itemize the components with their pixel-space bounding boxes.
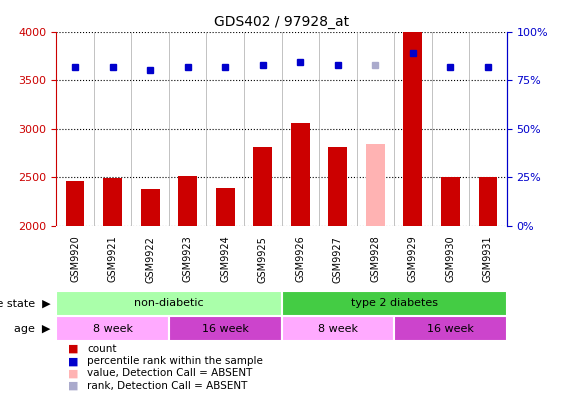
Bar bbox=[282, 291, 507, 316]
Title: GDS402 / 97928_at: GDS402 / 97928_at bbox=[214, 15, 349, 29]
Text: GSM9921: GSM9921 bbox=[108, 236, 118, 282]
Bar bbox=[253, 147, 272, 226]
Bar bbox=[394, 316, 507, 341]
Text: 16 week: 16 week bbox=[427, 324, 474, 333]
Bar bbox=[141, 189, 159, 226]
Bar bbox=[178, 177, 197, 226]
Text: GSM9920: GSM9920 bbox=[70, 236, 80, 282]
Bar bbox=[328, 147, 347, 226]
Text: rank, Detection Call = ABSENT: rank, Detection Call = ABSENT bbox=[87, 381, 248, 390]
Text: GSM9924: GSM9924 bbox=[220, 236, 230, 282]
Bar bbox=[291, 123, 310, 226]
Text: GSM9925: GSM9925 bbox=[258, 236, 268, 283]
Text: ■: ■ bbox=[68, 356, 78, 366]
Bar bbox=[169, 316, 282, 341]
Text: 8 week: 8 week bbox=[92, 324, 133, 333]
Bar bbox=[366, 145, 385, 226]
Text: age  ▶: age ▶ bbox=[14, 324, 51, 333]
Text: GSM9926: GSM9926 bbox=[295, 236, 305, 282]
Bar bbox=[282, 316, 394, 341]
Bar bbox=[441, 177, 460, 226]
Text: ■: ■ bbox=[68, 344, 78, 354]
Text: GSM9928: GSM9928 bbox=[370, 236, 381, 282]
Bar bbox=[56, 316, 169, 341]
Bar bbox=[479, 177, 497, 226]
Bar bbox=[216, 188, 235, 226]
Text: value, Detection Call = ABSENT: value, Detection Call = ABSENT bbox=[87, 368, 253, 378]
Bar bbox=[56, 291, 282, 316]
Text: type 2 diabetes: type 2 diabetes bbox=[351, 299, 437, 308]
Text: 16 week: 16 week bbox=[202, 324, 249, 333]
Text: GSM9931: GSM9931 bbox=[483, 236, 493, 282]
Text: count: count bbox=[87, 344, 117, 354]
Bar bbox=[103, 178, 122, 226]
Text: GSM9930: GSM9930 bbox=[445, 236, 455, 282]
Text: GSM9922: GSM9922 bbox=[145, 236, 155, 283]
Text: disease state  ▶: disease state ▶ bbox=[0, 299, 51, 308]
Text: 8 week: 8 week bbox=[318, 324, 358, 333]
Text: GSM9929: GSM9929 bbox=[408, 236, 418, 282]
Bar bbox=[404, 32, 422, 226]
Bar bbox=[66, 181, 84, 226]
Text: percentile rank within the sample: percentile rank within the sample bbox=[87, 356, 263, 366]
Text: ■: ■ bbox=[68, 368, 78, 378]
Text: ■: ■ bbox=[68, 381, 78, 390]
Text: non-diabetic: non-diabetic bbox=[134, 299, 204, 308]
Text: GSM9927: GSM9927 bbox=[333, 236, 343, 283]
Text: GSM9923: GSM9923 bbox=[182, 236, 193, 282]
